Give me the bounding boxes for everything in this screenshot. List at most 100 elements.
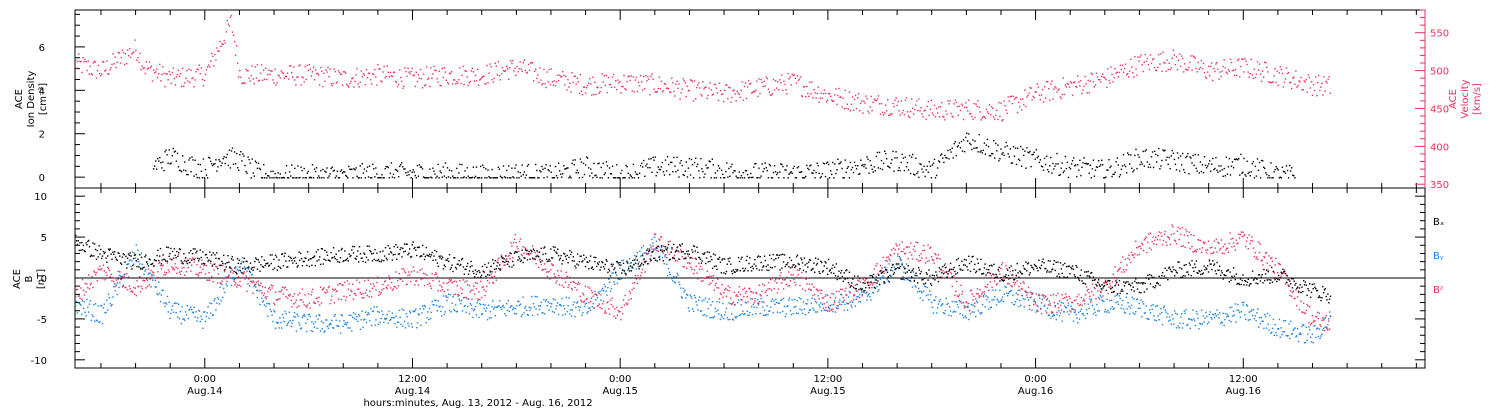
bz-point [856, 291, 857, 292]
bz-point [494, 276, 495, 277]
bz-point [510, 242, 511, 243]
velocity-point [959, 106, 960, 107]
velocity-point [408, 72, 409, 73]
by-point [441, 315, 442, 316]
velocity-point [284, 78, 285, 79]
bz-point [445, 278, 446, 279]
density-point [958, 145, 959, 146]
bz-point [287, 297, 288, 298]
density-point [390, 173, 391, 174]
velocity-point [122, 50, 123, 51]
density-point [416, 177, 417, 178]
density-point [796, 177, 797, 178]
bz-point [836, 291, 837, 292]
bz-point [713, 275, 714, 276]
bz-point [846, 295, 847, 296]
bz-point [768, 282, 769, 283]
velocity-point [1008, 96, 1009, 97]
velocity-point [272, 79, 273, 80]
velocity-point [160, 80, 161, 81]
density-point [854, 162, 855, 163]
density-point [391, 162, 392, 163]
density-point [393, 174, 394, 175]
bz-point [321, 302, 322, 303]
by-point [979, 297, 980, 298]
by-point [95, 303, 96, 304]
by-point [813, 309, 814, 310]
velocity-point [1273, 75, 1274, 76]
bz-point [425, 274, 426, 275]
bz-point [659, 239, 660, 240]
velocity-point [585, 92, 586, 93]
density-point [1098, 160, 1099, 161]
velocity-point [782, 90, 783, 91]
velocity-point [967, 110, 968, 111]
by-point [670, 277, 671, 278]
density-point [375, 167, 376, 168]
by-point [801, 309, 802, 310]
by-point [1314, 325, 1315, 326]
density-point [1101, 160, 1102, 161]
bz-point [396, 288, 397, 289]
bz-point [795, 284, 796, 285]
density-point [588, 167, 589, 168]
bz-point [279, 298, 280, 299]
by-point [638, 261, 639, 262]
by-point [1054, 315, 1055, 316]
by-point [110, 303, 111, 304]
bz-point [821, 290, 822, 291]
density-point [176, 161, 177, 162]
by-point [207, 306, 208, 307]
velocity-point [92, 74, 93, 75]
by-point [1174, 310, 1175, 311]
bz-point [93, 270, 94, 271]
velocity-point [1087, 92, 1088, 93]
density-point [562, 173, 563, 174]
bz-point [105, 272, 106, 273]
by-point [985, 295, 986, 296]
by-point [432, 301, 433, 302]
bz-point [580, 300, 581, 301]
density-point [332, 167, 333, 168]
bz-point [351, 291, 352, 292]
density-point [632, 177, 633, 178]
density-point [1198, 154, 1199, 155]
velocity-point [1081, 93, 1082, 94]
density-point [757, 177, 758, 178]
density-point [556, 175, 557, 176]
bz-point [457, 285, 458, 286]
by-point [440, 311, 441, 312]
by-point [844, 310, 845, 311]
by-point [717, 310, 718, 311]
velocity-point [917, 110, 918, 111]
density-point [820, 177, 821, 178]
velocity-point [930, 108, 931, 109]
by-point [1201, 310, 1202, 311]
density-point [1006, 142, 1007, 143]
density-point [725, 171, 726, 172]
density-point [721, 170, 722, 171]
density-point [181, 171, 182, 172]
bz-point [327, 291, 328, 292]
bz-point [769, 288, 770, 289]
by-point [709, 298, 710, 299]
velocity-point [1023, 104, 1024, 105]
density-point [417, 165, 418, 166]
velocity-point [511, 63, 512, 64]
velocity-point [921, 113, 922, 114]
bz-point [734, 292, 735, 293]
density-point [1118, 164, 1119, 165]
by-point [696, 301, 697, 302]
bz-point [123, 286, 124, 287]
velocity-point [1074, 81, 1075, 82]
velocity-point [547, 71, 548, 72]
bz-point [831, 309, 832, 310]
by-point [777, 312, 778, 313]
velocity-point [685, 82, 686, 83]
by-point [113, 286, 114, 287]
velocity-point [548, 81, 549, 82]
velocity-point [398, 84, 399, 85]
velocity-point [1200, 67, 1201, 68]
density-point [1293, 175, 1294, 176]
by-point [331, 320, 332, 321]
